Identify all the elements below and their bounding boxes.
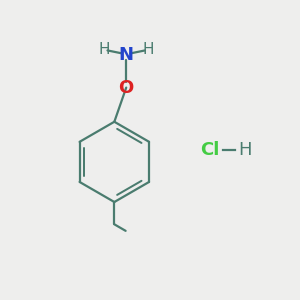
Text: Cl: Cl (200, 141, 220, 159)
Text: H: H (98, 42, 110, 57)
Text: O: O (118, 79, 134, 97)
Text: H: H (238, 141, 252, 159)
Text: N: N (119, 46, 134, 64)
Text: H: H (143, 42, 154, 57)
